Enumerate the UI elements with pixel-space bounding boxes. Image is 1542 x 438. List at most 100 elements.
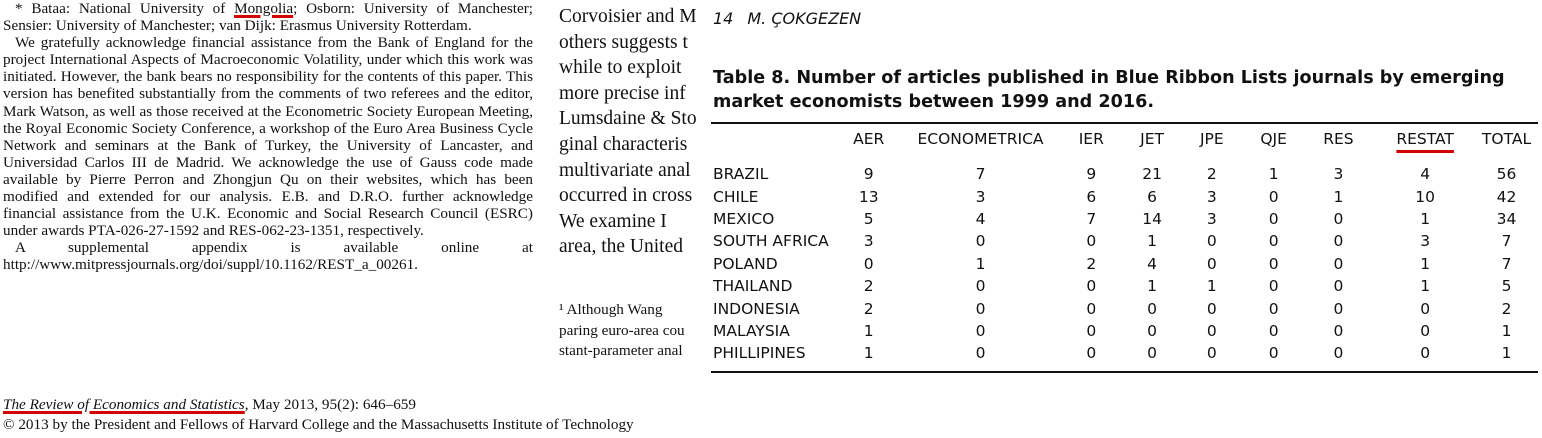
count-cell: 3: [1206, 209, 1217, 228]
journal-issue: , May 2013, 95(2): 646–659: [244, 396, 416, 413]
body-text-line: We examine I: [559, 210, 667, 232]
count-cell: 7: [1086, 209, 1097, 228]
body-text-line: more precise inf: [559, 82, 686, 104]
body-text-line: multivariate anal: [559, 159, 691, 181]
count-cell: 0: [1333, 299, 1344, 318]
count-cell: 0: [1086, 299, 1097, 318]
column-header-jpe: JPE: [1199, 130, 1224, 148]
body-footnote-line: paring euro-area cou: [559, 321, 685, 339]
count-cell: 0: [1333, 344, 1344, 363]
country-cell: PHILLIPINES: [713, 344, 806, 363]
count-cell: 1: [1420, 209, 1431, 228]
count-cell: 7: [975, 165, 986, 184]
running-head: 14 M. ÇOKGEZEN: [713, 9, 861, 28]
count-cell: 0: [975, 321, 986, 340]
affiliation-text-1: * Bataa: National University of: [15, 0, 235, 17]
affiliation-footnote: * Bataa: National University of Mongolia…: [3, 0, 533, 34]
count-cell: 6: [1147, 187, 1157, 206]
count-cell: 0: [1147, 344, 1157, 363]
count-cell: 0: [1206, 321, 1217, 340]
table-row: BRAZIL 9 7 9 21 2 1 3 4 56: [711, 151, 1538, 185]
count-cell: 1: [863, 344, 874, 363]
body-text-line: while to exploit: [559, 57, 682, 79]
table-body: BRAZIL 9 7 9 21 2 1 3 4 56 CHILE 13 3 6 6 3 0 1 10 42 MEXICO…: [711, 151, 1538, 365]
count-cell: 0: [1147, 321, 1157, 340]
acknowledgement-footnote: We gratefully acknowledge financial assi…: [3, 34, 533, 240]
body-text-line: Lumsdaine & Sto: [559, 108, 697, 130]
count-cell: 1: [1206, 277, 1217, 296]
count-cell: 0: [1268, 232, 1279, 251]
count-cell: 7: [1501, 254, 1512, 273]
count-cell: 1: [1268, 165, 1279, 184]
count-cell: 0: [1420, 321, 1431, 340]
body-text-line: ginal characteris: [559, 133, 688, 155]
column-header-aer: AER: [853, 130, 885, 148]
count-cell: 0: [863, 254, 874, 273]
count-cell: 1: [1333, 187, 1344, 206]
count-cell: 0: [975, 277, 986, 296]
page-number: 14: [713, 9, 734, 28]
table-row: MEXICO 5 4 7 14 3 0 0 1 34: [711, 208, 1538, 230]
count-cell: 0: [1268, 209, 1279, 228]
count-cell: 0: [1206, 299, 1217, 318]
count-cell: 2: [1501, 299, 1512, 318]
body-text-line: occurred in cross: [559, 185, 693, 207]
body-text-line: others suggests t: [559, 31, 688, 53]
articles-table: AER ECONOMETRICA IER JET JPE QJE RES RESTAT TOTA…: [711, 127, 1538, 365]
count-cell: 0: [1147, 299, 1157, 318]
count-cell: 0: [1268, 321, 1279, 340]
count-cell: 2: [1206, 165, 1217, 184]
table-row: THAILAND 2 0 0 1 1 0 0 1 5: [711, 275, 1538, 297]
table-top-rule: [711, 122, 1538, 124]
country-cell: INDONESIA: [713, 299, 800, 318]
count-cell: 0: [1333, 321, 1344, 340]
count-cell: 1: [975, 254, 986, 273]
country-cell: CHILE: [713, 187, 759, 206]
count-cell: 0: [1086, 321, 1097, 340]
count-cell: 5: [863, 209, 874, 228]
count-cell: 0: [1333, 209, 1344, 228]
body-footnote-line: stant-parameter anal: [559, 342, 683, 359]
count-cell: 3: [863, 232, 874, 251]
count-cell: 1: [1420, 254, 1431, 273]
count-cell: 4: [1420, 165, 1431, 184]
count-cell: 2: [863, 299, 874, 318]
body-text-line: area, the United: [559, 236, 683, 258]
country-cell: MEXICO: [713, 209, 775, 228]
count-cell: 0: [1268, 299, 1279, 318]
column-header-res: RES: [1323, 130, 1354, 148]
column-header-restat: RESTAT: [1396, 130, 1454, 148]
table-row: SOUTH AFRICA 3 0 0 1 0 0 0 3 7: [711, 230, 1538, 252]
count-cell: 0: [1268, 277, 1279, 296]
count-cell: 0: [1206, 344, 1217, 363]
count-cell: 0: [1268, 254, 1279, 273]
count-cell: 1: [1420, 277, 1431, 296]
count-cell: 1: [1147, 232, 1157, 251]
count-cell: 3: [1420, 232, 1431, 251]
column-header-econometrica: ECONOMETRICA: [917, 130, 1044, 148]
count-cell: 0: [975, 299, 986, 318]
country-cell: POLAND: [713, 254, 778, 273]
count-cell: 0: [1333, 277, 1344, 296]
count-cell: 0: [975, 232, 986, 251]
body-footnote-line: ¹ Although Wang: [559, 301, 663, 318]
count-cell: 0: [1206, 254, 1217, 273]
count-cell: 0: [1268, 344, 1279, 363]
count-cell: 3: [975, 187, 986, 206]
column-header-jet: JET: [1140, 130, 1164, 148]
count-cell: 1: [1501, 321, 1512, 340]
table-caption: Table 8. Number of articles published in…: [713, 68, 1505, 112]
count-cell: 9: [1086, 165, 1097, 184]
table-row: INDONESIA 2 0 0 0 0 0 0 0 2: [711, 297, 1538, 319]
count-cell: 2: [863, 277, 874, 296]
count-cell: 0: [975, 344, 986, 363]
footnotes-column: * Bataa: National University of Mongolia…: [3, 0, 533, 274]
column-header-country: [711, 127, 833, 151]
table-header-row: AER ECONOMETRICA IER JET JPE QJE RES RESTAT TOTA…: [711, 127, 1538, 151]
copyright-notice: © 2013 by the President and Fellows of H…: [3, 416, 634, 433]
count-cell: 14: [1142, 209, 1162, 228]
count-cell: 21: [1142, 165, 1162, 184]
count-cell: 0: [1086, 277, 1097, 296]
count-cell: 6: [1086, 187, 1097, 206]
count-cell: 4: [1147, 254, 1157, 273]
